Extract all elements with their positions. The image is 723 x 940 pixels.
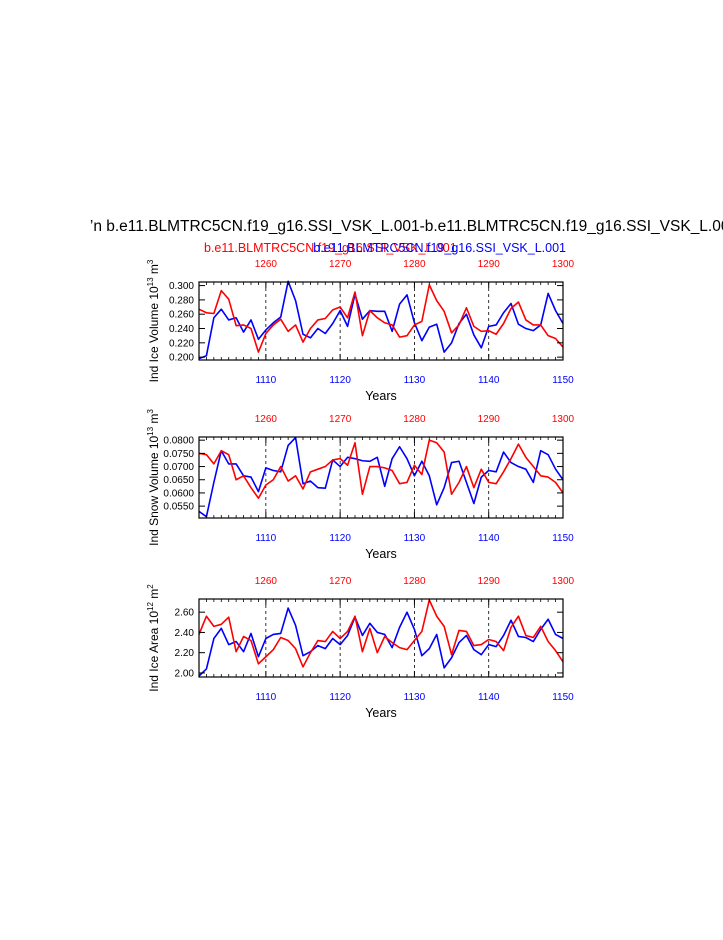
subtitle-right: b.e11.BLMTRC5CN.f19_g16.SSI_VSK_L.001 [313,241,566,255]
x-tick-label-top: 1300 [552,259,575,270]
y-tick-label: 2.20 [175,648,195,659]
x-tick-label-bottom: 1150 [552,692,574,703]
y-tick-label: 0.240 [169,324,194,335]
y-axis-label-text: m [147,414,161,427]
y-axis-label: Ind Snow Volume 1013 m3 [146,409,161,546]
x-tick-label-bottom: 1120 [329,375,351,386]
y-axis-label: Ind Ice Volume 1013 m3 [146,259,161,382]
x-tick-label-bottom: 1130 [404,375,426,386]
y-axis-label-superscript: 12 [146,602,155,611]
y-tick-label: 2.00 [175,668,195,679]
x-tick-label-top: 1270 [329,414,352,425]
x-tick-label-bottom: 1150 [552,533,574,544]
y-axis-label-text: Ind Snow Volume 10 [147,435,161,545]
y-axis-label: Ind Ice Area 1012 m2 [146,584,161,692]
x-tick-label-top: 1280 [403,414,426,425]
y-tick-label: 0.0700 [163,462,194,473]
x-axis-label: Years [365,389,397,403]
chart-panel-2: 1110 1120 1130 1140 1150 1260 1270 1280 1290 1300… [146,409,575,561]
x-tick-label-bottom: 1150 [552,375,574,386]
y-tick-label: 0.300 [169,281,194,292]
x-tick-label-bottom: 1140 [478,375,500,386]
series-line-blue [198,436,564,518]
y-axis-label-text: Ind Ice Area 10 [147,611,161,692]
y-axis-label-text: Ind Ice Volume 10 [147,286,161,382]
series-line-blue [198,280,564,360]
x-tick-label-top: 1260 [255,259,278,270]
x-tick-label-top: 1260 [255,414,278,425]
x-tick-label-top: 1300 [552,414,575,425]
x-tick-label-bottom: 1130 [404,692,426,703]
y-tick-label: 0.280 [169,295,194,306]
x-axis-label: Years [365,706,397,720]
x-tick-label-top: 1270 [329,576,352,587]
y-tick-label: 0.260 [169,310,194,321]
plot-frame [198,436,564,519]
x-tick-label-bottom: 1130 [404,533,426,544]
x-axis-label: Years [365,547,397,561]
y-axis-label-superscript: 3 [146,409,155,414]
subtitle-left: b.e11.BLMTRC5CN.f19_g16.SSI_VSK_L.001 [204,241,457,255]
main-title: ’n b.e11.BLMTRC5CN.f19_g16.SSI_VSK_L.001… [90,218,723,235]
x-tick-label-top: 1260 [255,576,278,587]
x-tick-label-top: 1300 [552,576,575,587]
x-tick-label-top: 1270 [329,259,352,270]
y-tick-label: 2.40 [175,628,195,639]
y-axis-label-superscript: 3 [146,259,155,264]
y-tick-label: 0.0600 [163,488,194,499]
y-axis-label-text: m [147,589,161,602]
plot-frame [198,281,564,361]
x-tick-label-bottom: 1110 [255,692,276,703]
x-tick-label-top: 1290 [478,576,501,587]
x-tick-label-top: 1290 [478,259,501,270]
x-tick-label-bottom: 1140 [478,692,500,703]
y-axis-label-superscript: 13 [146,426,155,435]
y-tick-label: 2.60 [175,608,195,619]
y-tick-label: 0.0650 [163,475,194,486]
x-tick-label-top: 1280 [403,259,426,270]
y-axis-label-text: m [147,264,161,277]
y-tick-label: 0.0750 [163,449,194,460]
y-tick-label: 0.0550 [163,502,194,513]
chart-panel-1: 1110 1120 1130 1140 1150 1260 1270 1280 1290 1300… [146,259,575,403]
chart-panel-3: 1110 1120 1130 1140 1150 1260 1270 1280 1290 1300… [146,576,575,720]
x-tick-label-bottom: 1140 [478,533,500,544]
series-line-red [198,599,564,668]
plot-frame [198,598,564,678]
x-tick-label-top: 1290 [478,414,501,425]
x-tick-label-bottom: 1110 [255,533,276,544]
series-line-blue [198,607,564,677]
series-line-red [198,439,564,500]
x-tick-label-bottom: 1120 [329,692,351,703]
y-axis-label-superscript: 13 [146,277,155,286]
y-tick-label: 0.200 [169,353,194,364]
y-axis-label-superscript: 2 [146,584,155,589]
x-tick-label-bottom: 1110 [255,375,276,386]
y-tick-label: 0.0800 [163,436,194,447]
y-tick-label: 0.220 [169,338,194,349]
x-tick-label-top: 1280 [403,576,426,587]
series-line-red [198,284,564,353]
x-tick-label-bottom: 1120 [329,533,351,544]
